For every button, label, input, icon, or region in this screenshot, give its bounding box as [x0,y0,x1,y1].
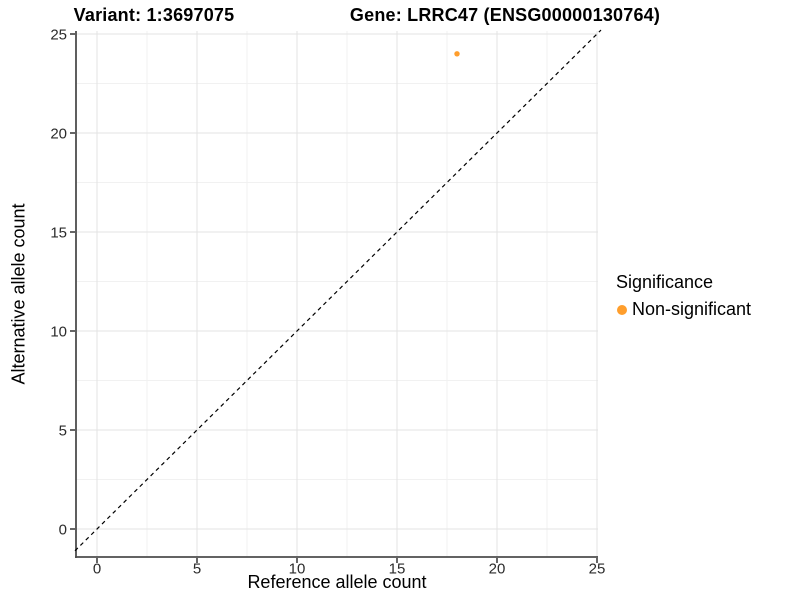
y-tick-label: 0 [59,521,67,538]
y-tick-label: 10 [50,323,67,340]
x-tick-label: 20 [489,560,506,577]
legend: Significance Non-significant [616,272,751,320]
x-axis-title: Reference allele count [247,572,427,592]
x-tick-label: 0 [93,560,101,577]
x-tick-label: 5 [193,560,201,577]
legend-item-label: Non-significant [632,299,752,319]
y-axis-title: Alternative allele count [8,203,29,385]
y-tick-label: 20 [50,125,67,142]
plot-title-variant: Variant: 1:3697075 [73,5,235,25]
data-point [454,51,460,57]
x-tick-label: 25 [589,560,606,577]
plot-title-gene: Gene: LRRC47 (ENSG00000130764) [349,5,661,25]
y-tick-label: 15 [50,224,67,241]
legend-item-non-significant: Non-significant [617,299,751,320]
identity-dashed-line [74,29,602,552]
legend-point-icon [617,304,627,315]
y-tick-label: 25 [50,26,67,43]
x-tick-label: 10 [289,560,306,577]
y-tick-label: 5 [59,422,67,439]
legend-title: Significance [616,272,714,292]
x-tick-label: 15 [389,560,406,577]
